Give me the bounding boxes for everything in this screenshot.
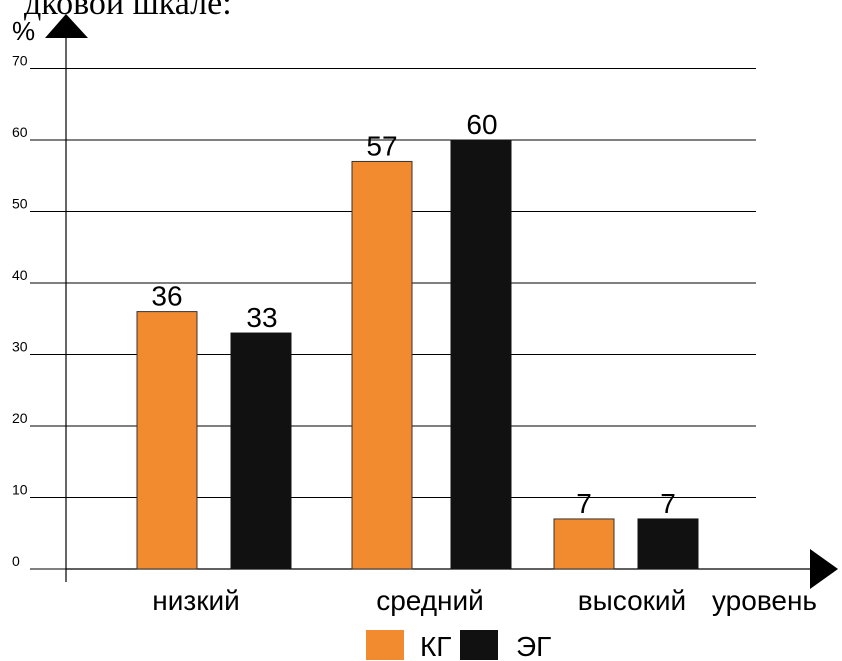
data-label: 60 (466, 109, 497, 140)
bar-КГ-высокий (553, 518, 615, 570)
bar-ЭГ-высокий (637, 518, 699, 570)
y-tick-label: 0 (12, 553, 20, 569)
category-labels: низкий средний высокий (152, 585, 686, 616)
y-tick-label: 70 (12, 53, 28, 69)
legend: КГ ЭГ (366, 630, 551, 661)
bar-ЭГ-средний (450, 139, 512, 570)
y-axis-arrow-icon (45, 14, 88, 38)
y-tick-label: 30 (12, 339, 28, 355)
y-tick-label: 40 (12, 267, 28, 283)
y-tick-label: 20 (12, 410, 28, 426)
category-label: низкий (152, 585, 239, 616)
legend-label: КГ (420, 631, 451, 661)
y-tick-labels: 0 10 20 30 40 50 60 70 (12, 53, 28, 570)
legend-label: ЭГ (516, 631, 551, 661)
y-axis-label: % (12, 16, 35, 46)
x-axis-arrow-icon (810, 549, 838, 589)
data-label: 7 (660, 488, 676, 519)
y-tick-label: 10 (12, 482, 28, 498)
category-label: высокий (578, 585, 686, 616)
category-label: средний (376, 585, 484, 616)
data-label: 7 (576, 488, 592, 519)
bar-КГ-низкий (136, 311, 198, 570)
legend-swatch (460, 630, 498, 660)
data-label: 57 (366, 130, 397, 161)
data-label: 33 (246, 302, 277, 333)
data-label: 36 (151, 281, 182, 312)
bar-ЭГ-низкий (230, 332, 292, 570)
legend-swatch (366, 630, 404, 660)
top-text-fragment: дковой шкале: (24, 0, 232, 22)
bars (136, 139, 699, 570)
y-tick-label: 60 (12, 124, 28, 140)
x-axis-label: уровень (712, 585, 817, 616)
bar-КГ-средний (351, 160, 413, 570)
data-labels: 36 33 57 60 7 7 (151, 109, 675, 519)
y-tick-label: 50 (12, 196, 28, 212)
